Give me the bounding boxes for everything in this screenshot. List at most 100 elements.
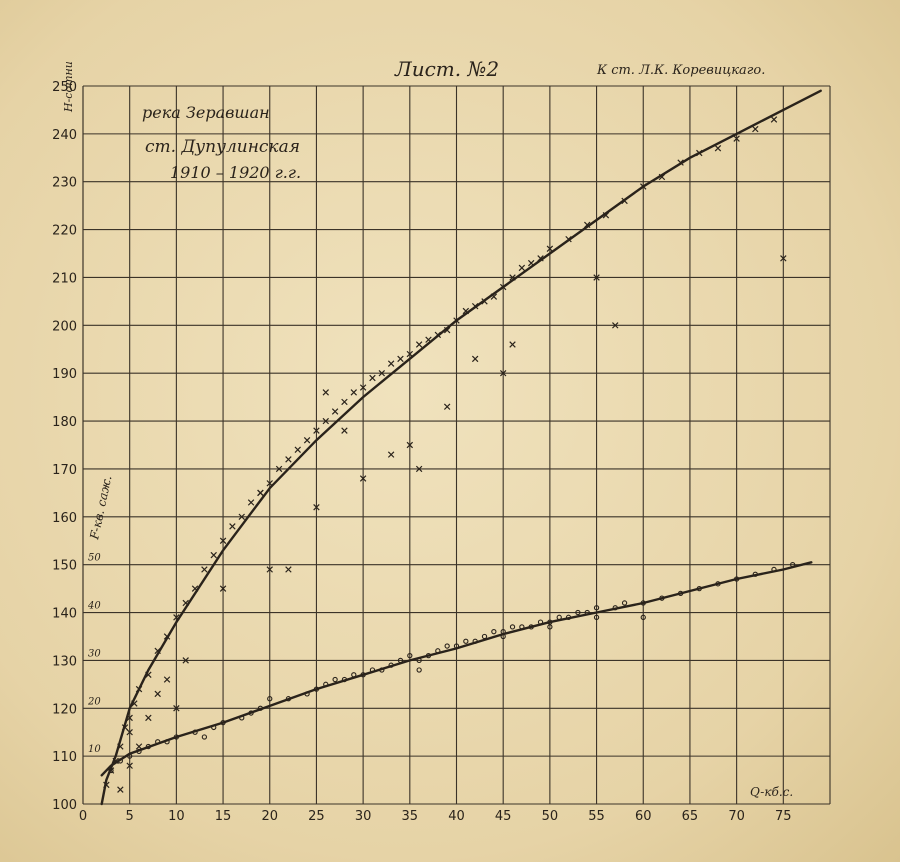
area-point: [155, 739, 161, 745]
area-point: [640, 614, 646, 620]
area-point: [285, 696, 292, 702]
discharge-point: [733, 135, 740, 142]
discharge-point: [145, 671, 152, 678]
discharge-point: [154, 690, 161, 698]
area-point: [733, 576, 740, 582]
y-tick-label: 210: [52, 271, 77, 286]
discharge-point: [322, 417, 329, 425]
area-point: [519, 624, 525, 630]
discharge-point: [131, 700, 138, 707]
discharge-point: [453, 317, 460, 324]
discharge-point: [490, 293, 498, 300]
discharge-point: [257, 489, 264, 497]
area-point: [379, 667, 385, 673]
discharge-point: [238, 513, 245, 521]
x-tick-label: 10: [168, 809, 185, 824]
area-point: [481, 633, 488, 640]
discharge-point: [210, 551, 217, 559]
discharge-point: [780, 255, 787, 262]
discharge-point: [154, 647, 161, 655]
discharge-point: [182, 657, 189, 664]
area-point: [500, 633, 506, 640]
x-tick-label: 5: [126, 809, 134, 824]
legend-station: ст. Дупулинская: [145, 137, 300, 157]
discharge-point: [640, 183, 647, 190]
area-point: [351, 672, 357, 678]
sheet-title: Лист. №2: [394, 57, 499, 81]
area-point: [556, 614, 562, 620]
area-point: [435, 648, 441, 654]
discharge-point: [322, 389, 329, 396]
discharge-point: [331, 408, 339, 415]
discharge-point: [126, 762, 133, 769]
area-point: [444, 643, 450, 649]
x-tick-label: 55: [588, 809, 605, 824]
area-point: [211, 724, 217, 731]
area-point: [201, 734, 208, 740]
area-point: [565, 614, 572, 620]
area-point: [248, 710, 254, 716]
x-tick-label: 50: [542, 809, 559, 824]
area-tick-label: 10: [88, 744, 101, 755]
discharge-point: [546, 245, 554, 252]
discharge-point: [121, 724, 129, 731]
area-axis-title: F-кв. саж.: [87, 474, 114, 541]
discharge-point: [509, 274, 516, 281]
area-point: [407, 652, 413, 659]
area-point: [640, 600, 646, 606]
area-point: [528, 624, 534, 630]
area-point: [621, 600, 628, 606]
discharge-point: [229, 523, 236, 530]
discharge-point: [471, 302, 479, 310]
y-tick-label: 130: [52, 654, 77, 669]
discharge-curve: [100, 89, 822, 806]
area-point: [323, 681, 329, 687]
discharge-point: [247, 499, 255, 506]
y-tick-label: 240: [52, 128, 77, 143]
discharge-point: [219, 537, 227, 544]
y-tick-label: 120: [52, 702, 77, 717]
discharge-point: [387, 360, 395, 367]
discharge-point: [584, 221, 591, 229]
x-tick-label: 60: [635, 809, 652, 824]
area-point: [164, 739, 170, 745]
y-tick-label: 180: [52, 415, 77, 430]
area-point: [108, 767, 114, 774]
area-point: [145, 743, 152, 750]
discharge-point: [341, 427, 348, 434]
discharge-point: [163, 676, 171, 683]
x-tick-label: 20: [261, 809, 278, 824]
discharge-point: [434, 331, 442, 339]
x-tick-label: 75: [775, 809, 792, 824]
discharge-point: [714, 145, 722, 152]
discharge-point: [752, 125, 759, 133]
discharge-point: [117, 743, 124, 750]
area-point: [192, 729, 198, 735]
discharge-point: [135, 743, 143, 750]
discharge-point: [415, 341, 423, 348]
y-tick-label: 190: [52, 367, 77, 382]
area-point: [332, 676, 338, 683]
area-point: [425, 652, 432, 659]
y-axis-title: H-сотни: [62, 61, 75, 113]
area-point: [472, 638, 478, 644]
area-point: [416, 667, 422, 673]
grid: [82, 85, 831, 805]
area-point: [257, 705, 264, 711]
x-tick-label: 15: [215, 809, 232, 824]
discharge-point: [593, 274, 600, 281]
discharge-point: [499, 369, 507, 377]
area-point: [696, 585, 702, 592]
discharge-point: [285, 566, 292, 573]
area-tick-label: 30: [88, 648, 101, 659]
discharge-point: [303, 436, 311, 444]
discharge-point: [219, 585, 227, 592]
discharge-point: [285, 456, 292, 463]
discharge-point: [621, 197, 628, 205]
area-point: [547, 619, 553, 625]
area-point: [537, 619, 544, 625]
discharge-point: [145, 714, 152, 722]
discharge-point: [126, 728, 133, 736]
